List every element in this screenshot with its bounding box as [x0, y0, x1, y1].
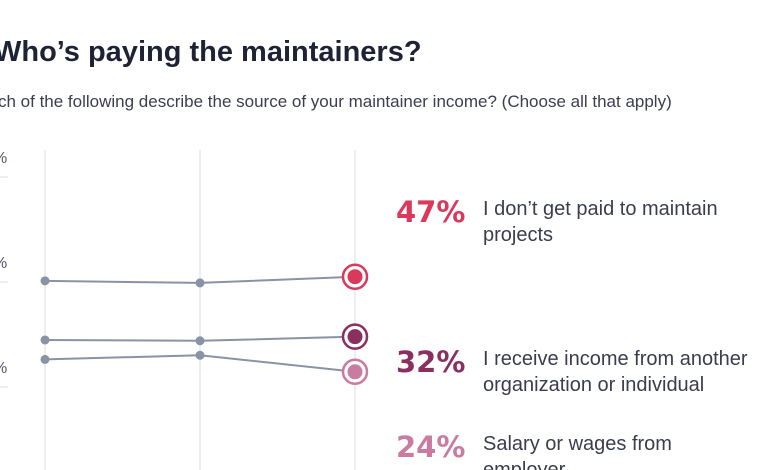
data-point-1-1: [195, 336, 205, 346]
end-marker-dot-2: [347, 364, 363, 380]
y-tick-label-0: %: [0, 150, 7, 167]
series-label-1-line-1: organization or individual: [483, 374, 704, 396]
value-label-2: 24%: [396, 430, 465, 464]
y-tick-label-2: %: [0, 360, 7, 377]
end-marker-dot-1: [347, 329, 363, 345]
data-point-2-0: [40, 354, 50, 364]
value-label-1: 32%: [396, 345, 465, 379]
end-marker-dot-0: [347, 269, 363, 285]
series-label-0-line-1: projects: [483, 224, 553, 246]
series-label-2-line-1: employer: [483, 459, 566, 470]
data-point-0-0: [40, 276, 50, 286]
series-label-1-line-0: I receive income from another: [483, 348, 748, 370]
series-label-0-line-0: I don’t get paid to maintain: [483, 198, 718, 220]
y-tick-label-1: %: [0, 255, 7, 272]
chart-title: Who’s paying the maintainers?: [0, 36, 422, 68]
chart-subtitle: ch of the following describe the source …: [0, 92, 672, 111]
data-point-1-0: [40, 335, 50, 345]
value-label-0: 47%: [396, 195, 465, 229]
data-point-2-1: [195, 350, 205, 360]
series-label-2-line-0: Salary or wages from: [483, 433, 672, 455]
data-point-0-1: [195, 278, 205, 288]
